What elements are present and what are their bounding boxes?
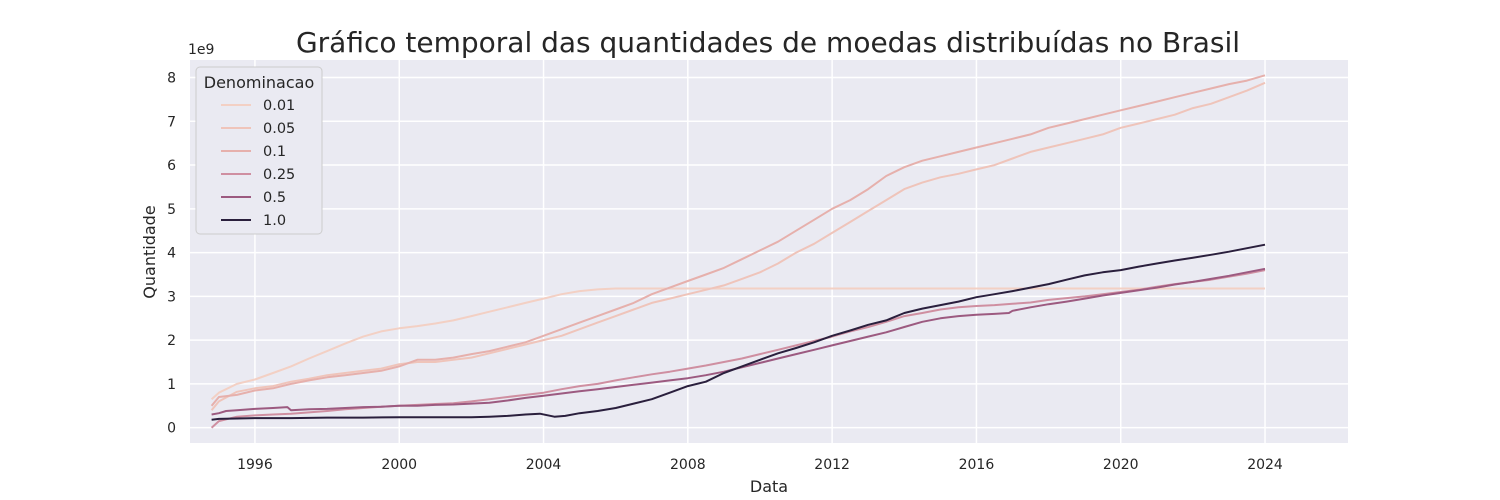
plot-area (190, 60, 1348, 443)
x-tick-label: 2008 (670, 457, 706, 473)
y-tick-label: 4 (167, 246, 176, 262)
grid (190, 60, 1348, 443)
legend-label: 0.25 (263, 167, 295, 183)
series-lines (210, 74, 1266, 429)
y-tick-label: 8 (167, 71, 176, 87)
x-tick-label: 2004 (526, 457, 562, 473)
y-axis-label: Quantidade (140, 205, 159, 298)
legend: Denominacao 0.01 0.05 0.1 0.25 0.5 1.0 (195, 66, 323, 235)
x-tick-label: 2012 (814, 457, 850, 473)
y-tick-label: 2 (167, 333, 176, 349)
series-line-0-1 (210, 74, 1266, 407)
legend-label: 0.5 (263, 190, 286, 206)
x-tick-label: 2020 (1103, 457, 1139, 473)
x-tick-label: 2024 (1247, 457, 1283, 473)
legend-items: 0.01 0.05 0.1 0.25 0.5 1.0 (221, 98, 295, 229)
legend-label: 1.0 (263, 213, 286, 229)
y-tick-label: 1 (167, 377, 176, 393)
x-tick-labels: 1996 2000 2004 2008 2012 2016 2020 2024 (237, 457, 1283, 473)
chart-title: Gráfico temporal das quantidades de moed… (296, 26, 1240, 59)
series-line-0-5 (211, 267, 1266, 416)
x-axis-label: Data (750, 477, 788, 496)
x-tick-label: 2000 (381, 457, 417, 473)
y-tick-label: 6 (167, 158, 176, 174)
legend-label: 0.01 (263, 98, 295, 114)
legend-box (195, 66, 323, 235)
series-line-0-05 (210, 81, 1266, 411)
y-tick-label: 3 (167, 289, 176, 305)
series-line-1-0 (211, 243, 1266, 421)
x-tick-label: 1996 (237, 457, 273, 473)
y-offset-text: 1e9 (188, 42, 214, 58)
y-tick-label: 5 (167, 202, 176, 218)
legend-label: 0.1 (263, 144, 286, 160)
legend-label: 0.05 (263, 121, 295, 137)
x-tick-label: 2016 (959, 457, 995, 473)
y-tick-label: 7 (167, 114, 176, 130)
series-line-0-01 (210, 287, 1265, 400)
legend-title: Denominacao (204, 73, 314, 92)
y-tick-label: 0 (167, 421, 176, 437)
y-tick-labels: 0 1 2 3 4 5 6 7 8 (167, 71, 176, 437)
